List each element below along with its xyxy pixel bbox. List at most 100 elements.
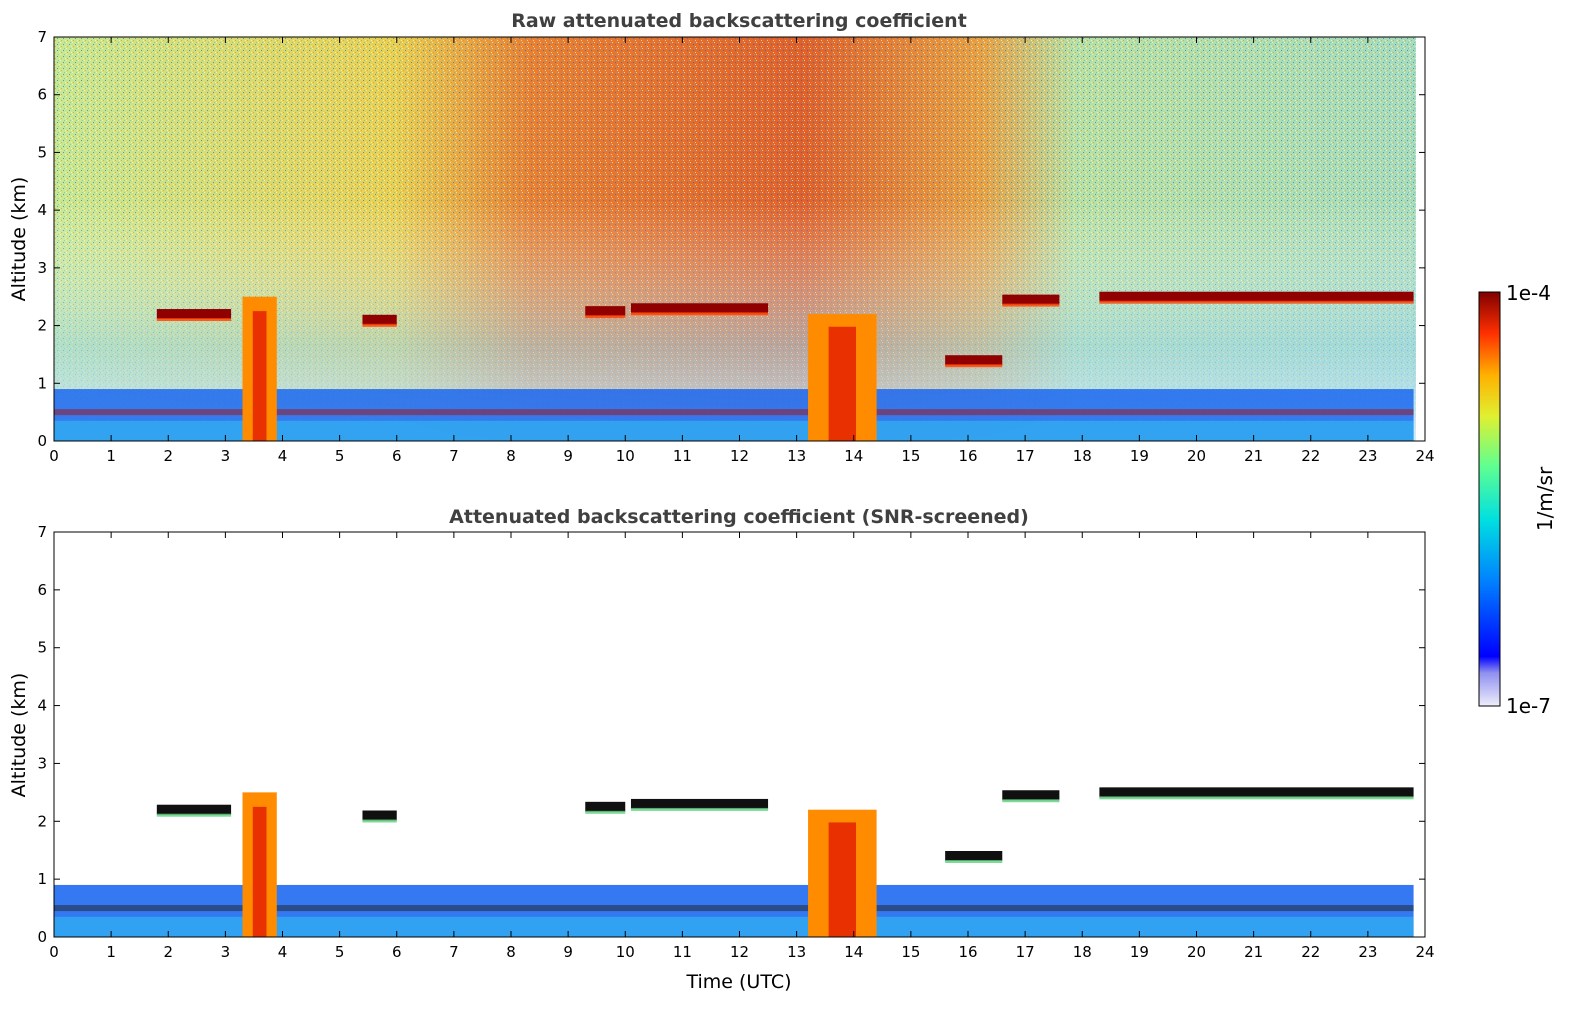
bottom-xtick-label: 21	[1244, 943, 1263, 961]
cloud-layer	[156, 309, 232, 320]
bottom-xtick-label: 17	[1016, 943, 1035, 961]
bottom-xtick-label: 2	[163, 943, 173, 961]
top-xtick-label: 1	[106, 447, 116, 465]
bottom-xtick-label: 20	[1187, 943, 1206, 961]
bottom-xtick-label: 18	[1073, 943, 1092, 961]
bottom-xtick-label: 3	[221, 943, 231, 961]
top-xtick-label: 8	[506, 447, 516, 465]
top-xtick-label: 7	[449, 447, 459, 465]
cloud-layer-edge	[362, 323, 397, 327]
bottom-xtick-label: 9	[563, 943, 573, 961]
top-xtick-label: 14	[844, 447, 863, 465]
top-xtick-label: 3	[221, 447, 231, 465]
bottom-xtick-label: 14	[844, 943, 863, 961]
top-xtick-label: 11	[673, 447, 692, 465]
cloud-layer	[585, 306, 626, 317]
bottom-xtick-label: 13	[787, 943, 806, 961]
top-xtick-label: 22	[1301, 447, 1320, 465]
bottom-y-label: Altitude (km)	[8, 673, 30, 798]
top-title: Raw attenuated backscattering coefficien…	[511, 10, 967, 32]
bottom-xtick-label: 7	[449, 943, 459, 961]
colorbar-min-label: 1e-7	[1506, 694, 1551, 718]
top-y-axis: 0 1 2 3 4 5 6 7	[37, 28, 1425, 450]
top-xtick-label: 5	[335, 447, 345, 465]
colorbar-unit-label: 1/m/sr	[1533, 466, 1557, 531]
bottom-xtick-label: 19	[1130, 943, 1149, 961]
cloud-layer-edge	[362, 819, 397, 823]
top-ytick-label: 0	[37, 432, 47, 450]
bottom-ytick-label: 3	[37, 754, 47, 772]
top-ytick-label: 4	[37, 201, 47, 219]
bottom-xtick-label: 5	[335, 943, 345, 961]
top-xtick-label: 4	[278, 447, 288, 465]
bottom-xtick-label: 22	[1301, 943, 1320, 961]
top-xtick-label: 21	[1244, 447, 1263, 465]
top-ytick-label: 7	[37, 28, 47, 46]
convective-plume-core	[252, 311, 267, 441]
cloud-layer	[945, 851, 1003, 861]
bottom-xtick-label: 1	[106, 943, 116, 961]
top-ytick-label: 6	[37, 86, 47, 104]
bottom-xtick-label: 12	[730, 943, 749, 961]
bottom-xtick-label: 15	[901, 943, 920, 961]
top-ytick-label: 1	[37, 374, 47, 392]
convective-plume-core	[828, 822, 857, 937]
top-xtick-label: 9	[563, 447, 573, 465]
cloud-layer-edge	[945, 364, 1003, 368]
cloud-layer-edge	[585, 810, 626, 814]
top-y-label: Altitude (km)	[8, 177, 30, 302]
colorbar: 1e-4 1e-7 1/m/sr	[1478, 281, 1557, 718]
bottom-xtick-label: 6	[392, 943, 402, 961]
boundary-layer-top	[54, 905, 1414, 912]
cloud-layer	[156, 804, 232, 815]
cloud-layer	[1099, 787, 1414, 798]
cloud-layer-edge	[1002, 303, 1060, 307]
cloud-layer	[1002, 790, 1060, 801]
bottom-title: Attenuated backscattering coefficient (S…	[449, 506, 1029, 528]
top-plot-area	[54, 37, 1416, 441]
bottom-xtick-label: 8	[506, 943, 516, 961]
top-x-axis: 0 1 2 3 4 5 6 7 8 9 10 11 12 13 14 15 16 17 18 19 20 21 22 23 24	[49, 37, 1435, 465]
cloud-layer	[1002, 294, 1060, 305]
bottom-ytick-label: 0	[37, 928, 47, 946]
top-ytick-label: 2	[37, 317, 47, 335]
top-xtick-label: 2	[163, 447, 173, 465]
top-xtick-label: 13	[787, 447, 806, 465]
bottom-y-axis: 0 1 2 3 4 5 6 7	[37, 523, 1425, 946]
cloud-layer	[945, 355, 1003, 366]
cloud-layer-edge	[630, 807, 769, 811]
top-xtick-label: 0	[49, 447, 59, 465]
x-axis-label: Time (UTC)	[685, 971, 791, 993]
top-xtick-label: 24	[1415, 447, 1434, 465]
cloud-layer	[630, 798, 769, 809]
top-xtick-label: 12	[730, 447, 749, 465]
top-xtick-label: 6	[392, 447, 402, 465]
cloud-layer-edge	[156, 813, 232, 817]
surface-layer-band	[54, 420, 1414, 441]
cloud-layer-edge	[585, 315, 626, 319]
bottom-x-axis: 0 1 2 3 4 5 6 7 8 9 10 11 12 13 14 15 16 17 18 19 20 21 22 23 24	[49, 532, 1435, 961]
bottom-xtick-label: 4	[278, 943, 288, 961]
top-ytick-label: 3	[37, 259, 47, 277]
bottom-ytick-label: 1	[37, 870, 47, 888]
panel-raw: Raw attenuated backscattering coefficien…	[8, 10, 1435, 465]
bottom-ytick-label: 2	[37, 812, 47, 830]
bottom-xtick-label: 23	[1358, 943, 1377, 961]
top-xtick-label: 15	[901, 447, 920, 465]
top-layers	[54, 291, 1414, 441]
colorbar-gradient	[1478, 291, 1501, 707]
bottom-plot-area	[54, 532, 1425, 937]
cloud-layer-edge	[630, 312, 769, 316]
top-xtick-label: 10	[616, 447, 635, 465]
cloud-layer	[585, 801, 626, 812]
top-xtick-label: 17	[1016, 447, 1035, 465]
top-xtick-label: 20	[1187, 447, 1206, 465]
cloud-layer	[362, 314, 397, 325]
cloud-layer	[362, 810, 397, 821]
bottom-xtick-label: 24	[1415, 943, 1434, 961]
top-xtick-label: 18	[1073, 447, 1092, 465]
bottom-xtick-label: 16	[958, 943, 977, 961]
boundary-layer-top	[54, 409, 1414, 416]
bottom-ytick-label: 7	[37, 523, 47, 541]
bottom-xtick-label: 0	[49, 943, 59, 961]
